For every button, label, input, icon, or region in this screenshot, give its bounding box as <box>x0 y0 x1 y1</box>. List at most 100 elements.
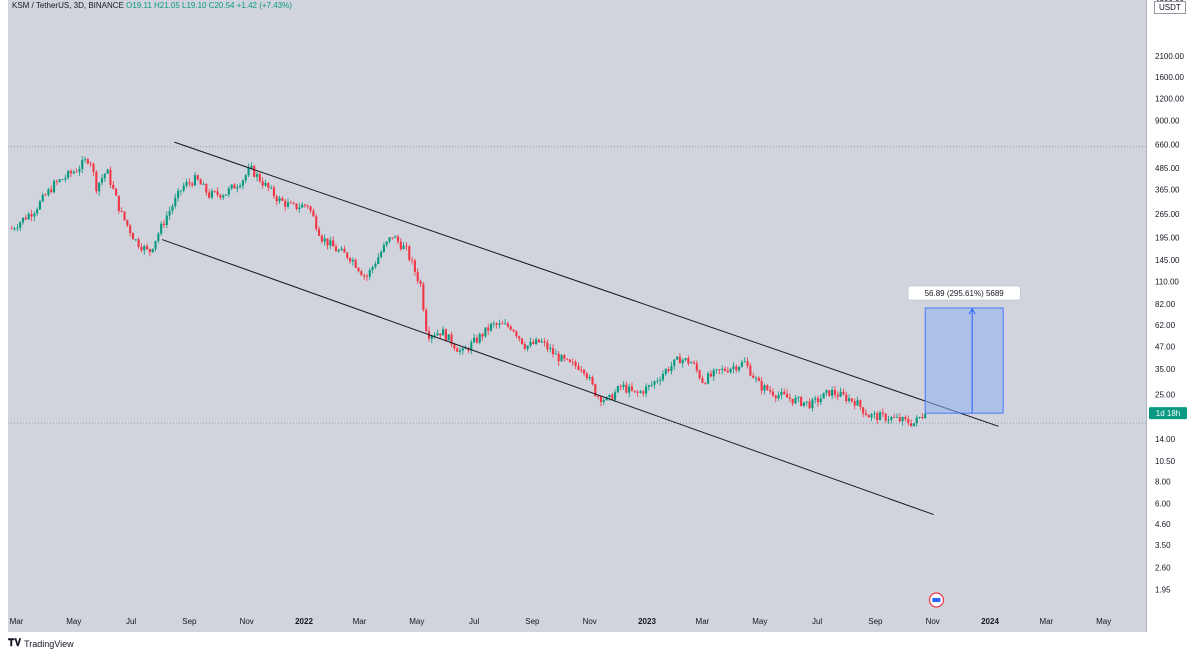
candle-body <box>267 182 270 188</box>
candle-body <box>182 185 185 191</box>
candle <box>253 164 256 178</box>
candle-body <box>740 362 743 367</box>
candle <box>272 185 275 199</box>
measure-label: 56.89 (295.61%) 5689 <box>925 289 1005 298</box>
candle-body <box>715 369 718 371</box>
candle-body <box>754 377 758 379</box>
candle <box>41 192 44 203</box>
currency-badge[interactable]: USDT <box>1154 1 1186 14</box>
candle <box>653 380 656 389</box>
chart-pane[interactable]: 56.89 (295.61%) 5689 <box>8 0 1146 632</box>
candle-body <box>312 210 315 217</box>
candle <box>740 359 743 368</box>
time-axis[interactable]: Mar May Jul Sep Nov 2022 Mar May Jul Sep Nov 2023 Ma… <box>8 609 1146 632</box>
candle-body <box>453 344 456 349</box>
symbol-legend[interactable]: KSM / TetherUS, 3D, BINANCE O19.11 H21.0… <box>12 1 292 10</box>
candle <box>504 318 507 325</box>
candle-body <box>656 380 659 382</box>
candle <box>210 188 213 200</box>
candle-body <box>763 385 766 391</box>
candle <box>444 328 447 342</box>
candle <box>924 412 927 419</box>
candle-body <box>791 398 794 404</box>
candle-body <box>876 413 879 421</box>
candle <box>188 178 191 187</box>
candle <box>535 337 538 346</box>
candle <box>16 223 19 232</box>
candle-body <box>343 248 346 253</box>
candle-body <box>478 334 481 343</box>
candle <box>836 391 839 401</box>
candle-body <box>580 369 583 371</box>
candle <box>752 372 755 379</box>
candle-body <box>171 206 174 211</box>
candle-body <box>777 395 780 399</box>
candle-body <box>794 397 797 404</box>
candle <box>270 184 273 190</box>
channel-trendline <box>174 141 999 427</box>
candle <box>850 397 853 404</box>
candle-body <box>910 423 913 427</box>
candle <box>413 258 416 276</box>
candle-body <box>492 323 495 325</box>
candle <box>540 338 543 344</box>
candle-body <box>783 391 786 394</box>
candle-body <box>831 389 834 396</box>
candle-body <box>385 241 388 246</box>
candle-body <box>447 334 450 341</box>
candle-body <box>405 245 408 247</box>
time-tick-label: Jul <box>469 617 479 626</box>
candle <box>492 320 495 328</box>
candle <box>870 412 873 422</box>
candle <box>650 381 653 388</box>
candle <box>873 410 876 419</box>
candle <box>808 398 811 410</box>
price-tick-label: 10.50 <box>1155 457 1176 466</box>
candle <box>450 331 453 348</box>
candle <box>402 242 405 250</box>
candle <box>100 174 104 186</box>
candle-body <box>574 362 577 366</box>
candle-body <box>501 323 504 325</box>
candle-body <box>233 184 236 189</box>
candle-body <box>278 198 281 202</box>
candle-body <box>678 356 681 364</box>
candle-body <box>317 229 321 236</box>
candle-body <box>712 370 715 377</box>
candle <box>179 190 182 196</box>
candle-body <box>692 362 696 364</box>
candle-body <box>554 353 557 355</box>
candle <box>608 394 611 401</box>
candle <box>577 362 580 371</box>
candle <box>568 358 572 363</box>
earnings-flag-icon-inner <box>932 598 941 602</box>
candle <box>281 196 284 202</box>
candle-body <box>354 259 357 268</box>
time-tick-label: Sep <box>182 617 197 626</box>
candle-body <box>540 341 543 343</box>
candle-body <box>850 398 853 402</box>
candle-body <box>334 246 338 252</box>
price-tick-label: 6.00 <box>1155 500 1171 509</box>
candle-body <box>518 336 521 339</box>
candle-body <box>250 165 253 168</box>
price-axis[interactable]: 4200.002100.001600.001200.00900.00660.00… <box>1146 0 1200 632</box>
candle <box>673 359 676 370</box>
candle-body <box>86 159 89 164</box>
price-chart-svg[interactable]: 56.89 (295.61%) 5689 <box>8 0 1146 632</box>
candle-body <box>856 400 859 406</box>
price-tick-label: 25.00 <box>1155 391 1176 400</box>
candle-body <box>520 338 524 345</box>
candle-body <box>236 187 239 189</box>
candle-body <box>614 392 617 400</box>
candle-body <box>853 401 856 406</box>
candle <box>205 183 208 196</box>
candle <box>120 207 123 213</box>
time-tick-label: 2022 <box>295 617 313 626</box>
candle-body <box>628 386 631 393</box>
tradingview-logo-icon: 𝐓𝐕 <box>8 638 22 649</box>
candle <box>512 328 515 333</box>
price-tick-label: 82.00 <box>1155 300 1176 309</box>
candle <box>239 183 242 189</box>
price-tick-label: 900.00 <box>1155 117 1180 126</box>
